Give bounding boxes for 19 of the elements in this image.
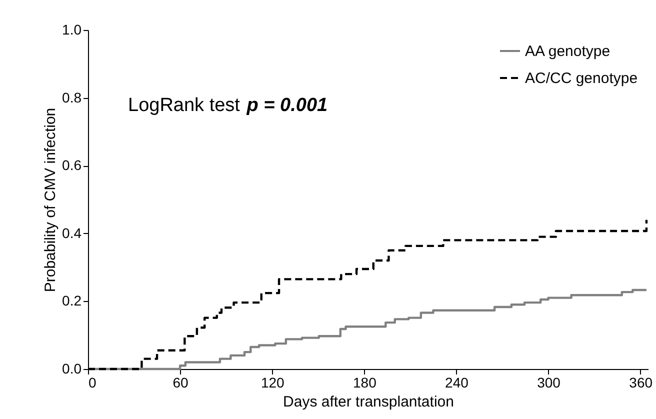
y-tick-label: 0.6	[62, 157, 82, 174]
x-tick-label: 300	[537, 374, 561, 390]
y-tick-label: 1.0	[62, 22, 82, 38]
x-axis-title: Days after transplantation	[283, 394, 454, 410]
y-tick-label: 0.4	[62, 224, 82, 241]
x-tick-label: 180	[352, 374, 377, 390]
x-tick-label: 0	[88, 374, 96, 390]
x-tick-label: 360	[629, 374, 653, 390]
y-axis-title: Probability of CMV infection	[42, 108, 60, 292]
x-tick-label: 120	[260, 374, 284, 390]
annotation: LogRank test	[128, 95, 241, 116]
legend-label: AC/CC genotype	[525, 70, 638, 87]
legend-label: AA genotype	[525, 43, 610, 60]
x-tick-label: 240	[445, 374, 469, 390]
y-tick-label: 0.8	[62, 89, 82, 106]
y-tick-label: 0.0	[62, 360, 82, 376]
y-tick-label: 0.2	[62, 292, 82, 309]
x-tick-label: 60	[172, 374, 189, 390]
annotation: p = 0.001	[246, 95, 328, 116]
